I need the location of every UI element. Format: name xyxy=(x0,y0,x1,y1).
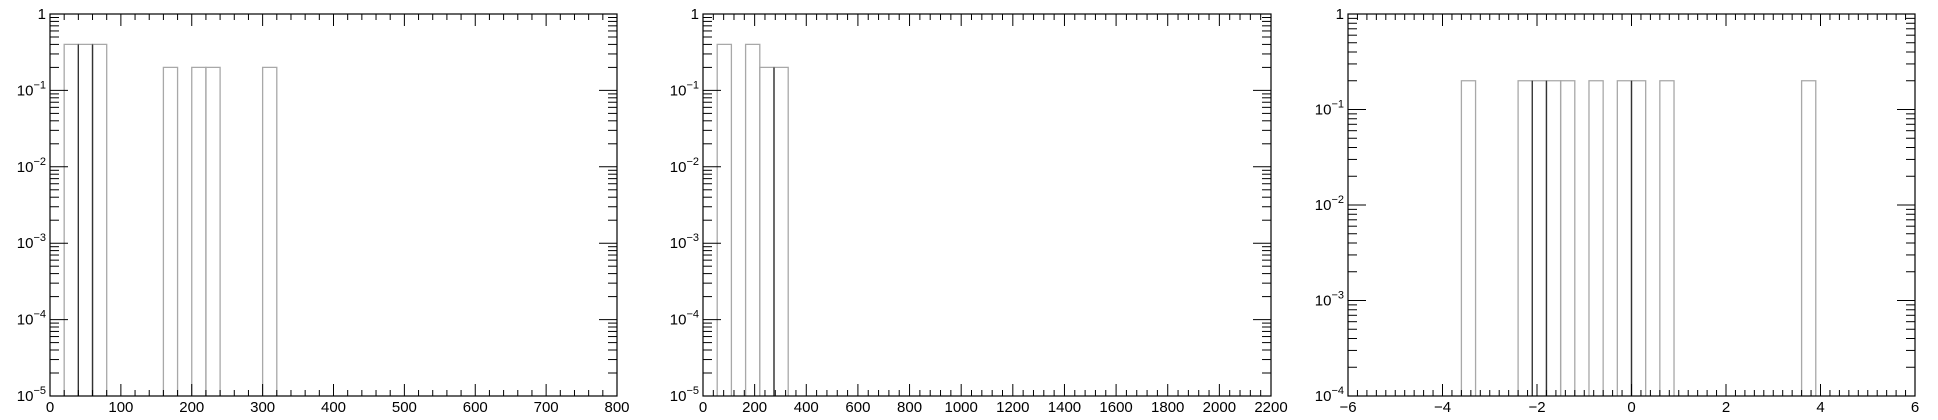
y-tick-label: 10−3 xyxy=(17,232,46,252)
x-tick-label: 500 xyxy=(392,399,417,416)
x-tick-label: −2 xyxy=(1528,399,1545,416)
histogram-bin xyxy=(191,66,207,396)
histogram-bin xyxy=(77,43,94,396)
histogram-bin xyxy=(1545,80,1562,396)
y-tick-label: 10−2 xyxy=(17,156,46,176)
y-tick-label: 10−3 xyxy=(670,232,699,252)
histogram-bin xyxy=(63,43,79,396)
histogram-bin xyxy=(1616,80,1633,396)
histogram-panel-1: 0 100 200 300 400 500 600 700 800 10−5 10−4 10−3 10−… xyxy=(17,6,630,416)
y-tick-label: 10−5 xyxy=(17,385,46,405)
x-tick-label: 2200 xyxy=(1254,399,1287,416)
histogram-bin xyxy=(744,43,761,396)
histogram-bin xyxy=(261,66,278,396)
y-tick-label: 1 xyxy=(1336,6,1344,23)
x-tick-label: 2000 xyxy=(1203,399,1236,416)
x-tick-label: −6 xyxy=(1339,399,1356,416)
x-tick-label: 600 xyxy=(463,399,488,416)
x-tick-label: 0 xyxy=(699,399,707,416)
histogram-bin xyxy=(1559,80,1576,396)
histogram-bin xyxy=(1460,80,1477,396)
x-tick-label: 800 xyxy=(897,399,922,416)
x-tick-label: 1000 xyxy=(944,399,977,416)
histogram-bin xyxy=(91,43,108,396)
histogram-panel-3: −6 −4 −2 0 2 4 6 10−4 10−3 10−2 10−1 1 xyxy=(1315,6,1919,416)
histogram-bin xyxy=(773,66,789,396)
x-tick-label: 700 xyxy=(534,399,559,416)
x-tick-label: 200 xyxy=(742,399,767,416)
y-tick-label: 10−4 xyxy=(17,309,46,329)
histogram-bin xyxy=(1531,80,1548,396)
plot-frame xyxy=(49,13,618,397)
y-tick-label: 10−4 xyxy=(670,309,699,329)
x-tick-label: 100 xyxy=(108,399,133,416)
x-tick-label: 2 xyxy=(1722,399,1730,416)
x-tick-label: 200 xyxy=(179,399,204,416)
y-tick-label: 1 xyxy=(38,6,46,23)
x-tick-label: 6 xyxy=(1911,399,1919,416)
y-tick-label: 1 xyxy=(691,6,699,23)
y-tick-label: 10−2 xyxy=(1315,194,1344,214)
x-tick-label: 0 xyxy=(46,399,54,416)
histogram-bin xyxy=(1517,80,1533,396)
y-tick-label: 10−2 xyxy=(670,156,699,176)
histogram-panel-2: 0 200 400 600 800 1000 1200 1400 1600 1800 2000 220… xyxy=(670,6,1288,416)
x-tick-label: 600 xyxy=(845,399,870,416)
y-tick-label: 10−3 xyxy=(1315,290,1344,310)
x-tick-label: −4 xyxy=(1434,399,1451,416)
histogram-bin xyxy=(162,66,179,396)
histogram-bin xyxy=(1630,80,1647,396)
y-tick-label: 10−1 xyxy=(670,79,699,99)
y-tick-label: 10−1 xyxy=(17,79,46,99)
x-tick-label: 1200 xyxy=(996,399,1029,416)
y-tick-label: 10−1 xyxy=(1315,99,1344,119)
x-tick-label: 300 xyxy=(250,399,275,416)
x-tick-label: 0 xyxy=(1627,399,1635,416)
x-tick-label: 400 xyxy=(794,399,819,416)
x-tick-label: 800 xyxy=(604,399,629,416)
histogram-bin xyxy=(759,66,775,396)
x-tick-label: 4 xyxy=(1816,399,1824,416)
x-tick-label: 1400 xyxy=(1048,399,1081,416)
histogram-bin xyxy=(1659,80,1675,396)
histogram-bin xyxy=(716,43,733,396)
y-tick-label: 10−5 xyxy=(670,385,699,405)
plot-frame xyxy=(702,13,1272,397)
histogram-bin xyxy=(205,66,221,396)
x-tick-label: 1600 xyxy=(1099,399,1132,416)
histogram-bin xyxy=(1588,80,1604,396)
y-tick-label: 10−4 xyxy=(1315,385,1344,405)
x-tick-label: 400 xyxy=(321,399,346,416)
histogram-bin xyxy=(1800,80,1817,396)
x-tick-label: 1800 xyxy=(1151,399,1184,416)
